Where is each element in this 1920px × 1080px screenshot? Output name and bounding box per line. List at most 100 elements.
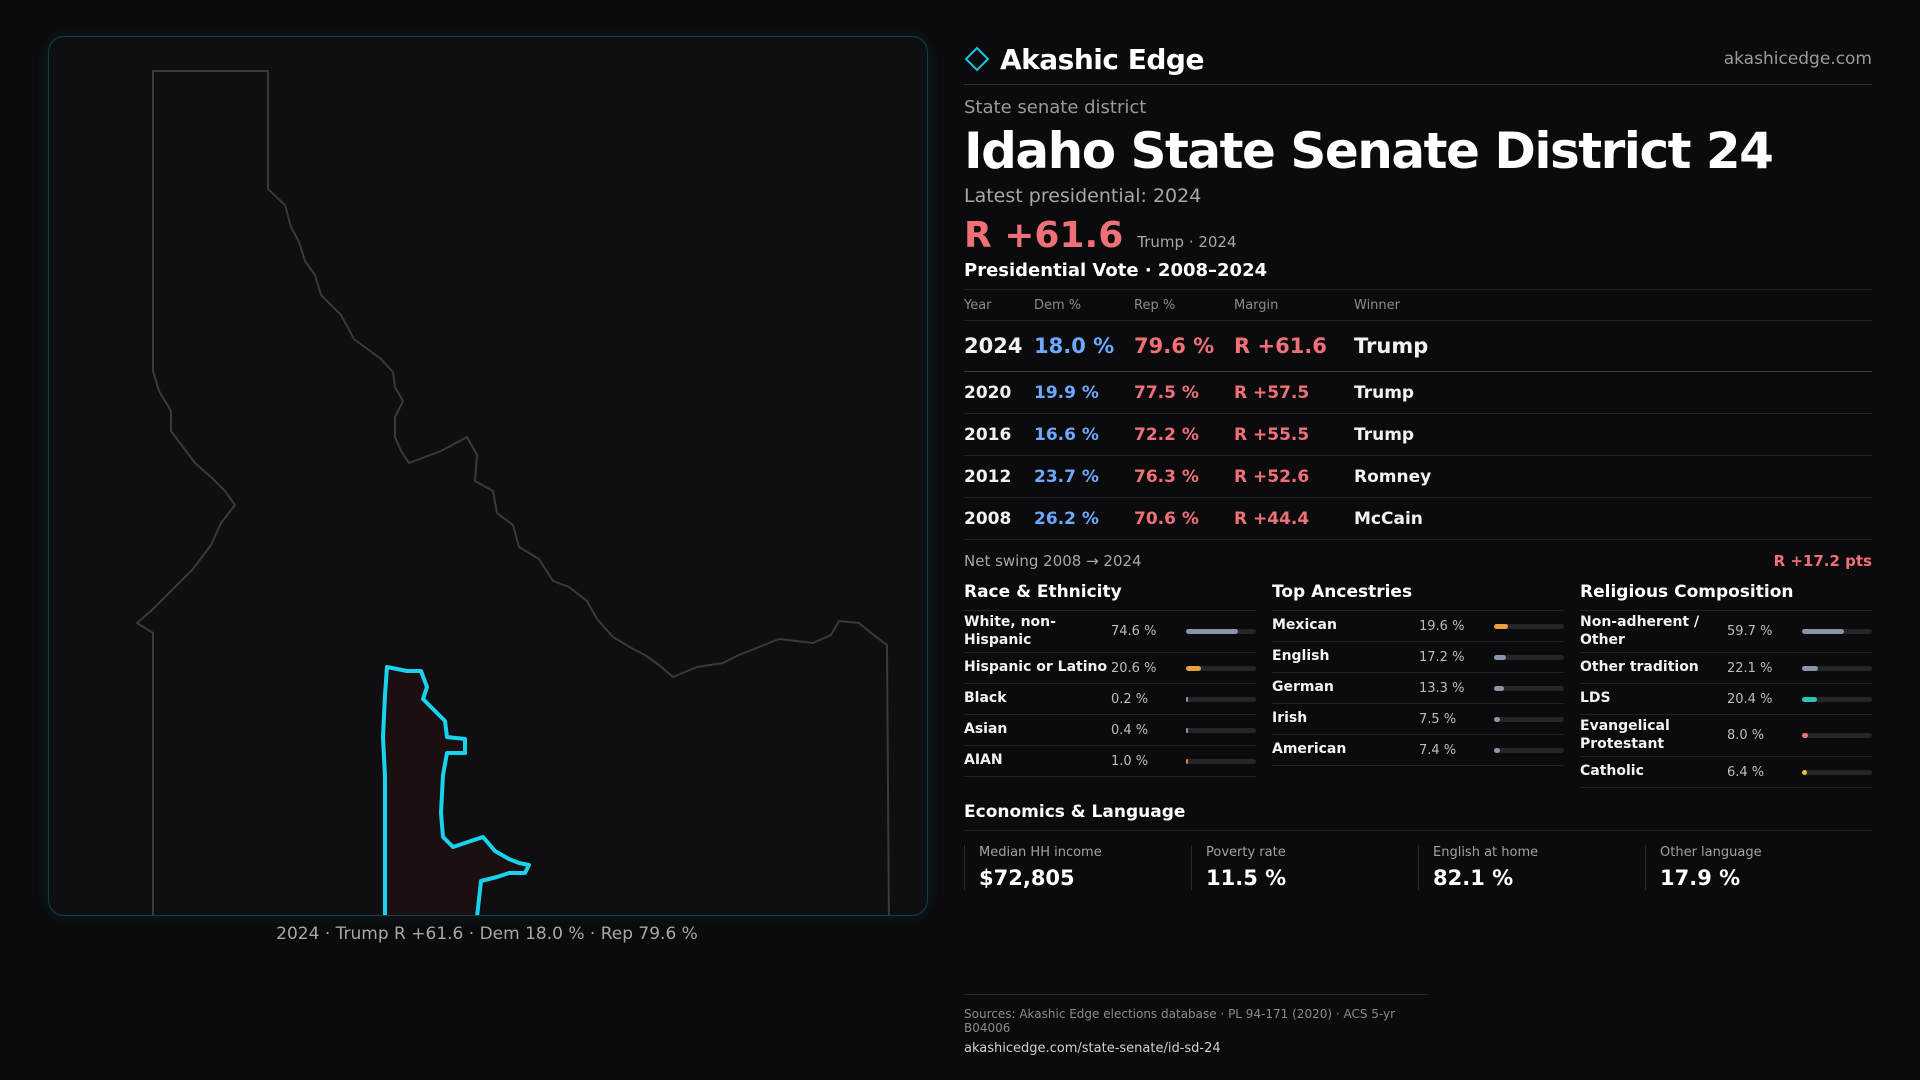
brand-url[interactable]: akashicedge.com — [1723, 49, 1872, 69]
cell-year: 2016 — [964, 424, 1012, 445]
cell-dem: 19.9 % — [1034, 382, 1099, 403]
ancestry-label: American — [1272, 741, 1347, 758]
brand-name: Akashic Edge — [1000, 42, 1204, 76]
race-bar-fill — [1186, 665, 1201, 671]
race-bar-track — [1186, 696, 1257, 702]
race-label: White, non-Hispanic — [964, 614, 1056, 648]
ancestry-percent: 7.4 % — [1419, 742, 1457, 758]
col-header-year: Year — [964, 297, 992, 313]
map-caption: 2024 · Trump R +61.6 · Dem 18.0 % · Rep … — [276, 924, 698, 944]
cell-margin: R +52.6 — [1234, 466, 1310, 487]
race-row: Black 0.2 % — [964, 684, 1257, 715]
religion-bar-track — [1802, 629, 1873, 634]
race-bar-track — [1186, 758, 1257, 764]
stat-other-language: Other language 17.9 % — [1645, 845, 1872, 890]
ancestry-title: Top Ancestries — [1272, 582, 1564, 611]
ancestry-row: German 13.3 % — [1272, 673, 1565, 704]
ancestry-percent: 13.3 % — [1419, 680, 1465, 696]
cell-dem: 18.0 % — [1034, 334, 1115, 358]
race-bar-track — [1186, 629, 1257, 634]
vote-table-header: Year Dem % Rep % Margin Winner — [964, 290, 1872, 321]
table-row: 2020 19.9 % 77.5 % R +57.5 Trump — [964, 372, 1872, 414]
col-header-dem: Dem % — [1034, 297, 1082, 313]
race-percent: 0.4 % — [1111, 722, 1149, 738]
ancestry-bar-fill — [1494, 623, 1509, 629]
race-label: Black — [964, 690, 1007, 707]
race-percent: 74.6 % — [1111, 624, 1157, 639]
race-percent: 0.2 % — [1111, 691, 1149, 707]
cell-rep: 76.3 % — [1134, 466, 1199, 487]
stat-poverty-rate: Poverty rate 11.5 % — [1191, 845, 1418, 890]
race-bar-track — [1186, 727, 1257, 733]
table-row: 2024 18.0 % 79.6 % R +61.6 Trump — [964, 321, 1872, 372]
religion-bar-fill — [1802, 696, 1817, 702]
ancestry-row: English 17.2 % — [1272, 642, 1565, 673]
ancestry-bar-fill — [1494, 685, 1504, 691]
col-header-rep: Rep % — [1134, 297, 1176, 313]
ancestry-bar-track — [1494, 747, 1565, 753]
ancestry-bar-track — [1494, 685, 1565, 691]
table-row: 2016 16.6 % 72.2 % R +55.5 Trump — [964, 414, 1872, 456]
religion-label: Other tradition — [1580, 659, 1699, 676]
religion-label: Evangelical Protestant — [1580, 718, 1670, 752]
headline-margin: R +61.6 Trump · 2024 — [964, 215, 1872, 256]
cell-year: 2024 — [964, 334, 1023, 358]
race-percent: 1.0 % — [1111, 753, 1149, 769]
page-url-link[interactable]: akashicedge.com/state-senate/id-sd-24 — [964, 1041, 1221, 1056]
religion-row: Non-adherent / Other 59.7 % — [1580, 611, 1873, 653]
cell-rep: 79.6 % — [1134, 334, 1215, 358]
ancestry-percent: 17.2 % — [1419, 649, 1465, 665]
religion-row: Catholic 6.4 % — [1580, 757, 1873, 788]
net-swing-label: Net swing 2008 → 2024 — [964, 552, 1142, 570]
religion-bar-track — [1802, 733, 1873, 738]
cell-rep: 72.2 % — [1134, 424, 1199, 445]
religion-bar-track — [1802, 769, 1873, 775]
stat-value: 82.1 % — [1433, 866, 1514, 890]
stat-value: $72,805 — [979, 866, 1075, 890]
religion-bar-fill — [1802, 665, 1818, 671]
stat-label: Other language — [1660, 845, 1762, 860]
race-section: Race & Ethnicity White, non-Hispanic 74.6… — [964, 582, 1257, 788]
ancestry-bar-track — [1494, 654, 1565, 660]
stat-label: Poverty rate — [1206, 845, 1286, 860]
ancestry-section: Top Ancestries Mexican 19.6 % English 17.2 … — [1272, 582, 1565, 788]
race-bar-track — [1186, 665, 1257, 671]
religion-percent: 20.4 % — [1727, 691, 1773, 707]
stat-label: English at home — [1433, 845, 1539, 860]
stat-label: Median HH income — [979, 845, 1102, 860]
ancestry-bar-track — [1494, 716, 1565, 722]
religion-bar-track — [1802, 665, 1873, 671]
race-bar-fill — [1186, 758, 1188, 764]
net-swing-value: R +17.2 pts — [1773, 552, 1872, 570]
race-bar-fill — [1186, 629, 1239, 634]
economics-stats: Median HH income $72,805 Poverty rate 11… — [964, 845, 1872, 890]
ancestry-bar-fill — [1494, 747, 1500, 753]
cell-winner: Trump — [1354, 334, 1429, 358]
cell-rep: 77.5 % — [1134, 382, 1199, 403]
religion-row: Other tradition 22.1 % — [1580, 653, 1873, 684]
race-bar-fill — [1186, 727, 1188, 733]
race-title: Race & Ethnicity — [964, 582, 1256, 611]
idaho-district-map — [136, 70, 890, 915]
sources-text: Sources: Akashic Edge elections database… — [964, 1007, 1396, 1035]
ancestry-row: American 7.4 % — [1272, 735, 1565, 766]
sources-footer: Sources: Akashic Edge elections database… — [964, 994, 1428, 1056]
info-panel: Akashic Edge akashicedge.com State senat… — [964, 34, 1873, 890]
religion-bar-track — [1802, 696, 1873, 702]
latest-presidential-label: Latest presidential: 2024 — [964, 185, 1202, 207]
cell-winner: Romney — [1354, 466, 1432, 487]
religion-bar-fill — [1802, 769, 1807, 775]
religion-bar-fill — [1802, 733, 1809, 738]
religion-percent: 59.7 % — [1727, 624, 1773, 639]
page-title: Idaho State Senate District 24 — [964, 122, 1774, 180]
race-bar-fill — [1186, 696, 1188, 702]
cell-dem: 26.2 % — [1034, 508, 1099, 529]
ancestry-bar-fill — [1494, 716, 1500, 722]
race-label: Asian — [964, 721, 1008, 738]
net-swing: Net swing 2008 → 2024 R +17.2 pts — [964, 552, 1872, 570]
cell-margin: R +57.5 — [1234, 382, 1310, 403]
ancestry-bar-track — [1494, 623, 1565, 629]
race-row: AIAN 1.0 % — [964, 746, 1257, 777]
cell-dem: 16.6 % — [1034, 424, 1099, 445]
cell-margin: R +55.5 — [1234, 424, 1310, 445]
